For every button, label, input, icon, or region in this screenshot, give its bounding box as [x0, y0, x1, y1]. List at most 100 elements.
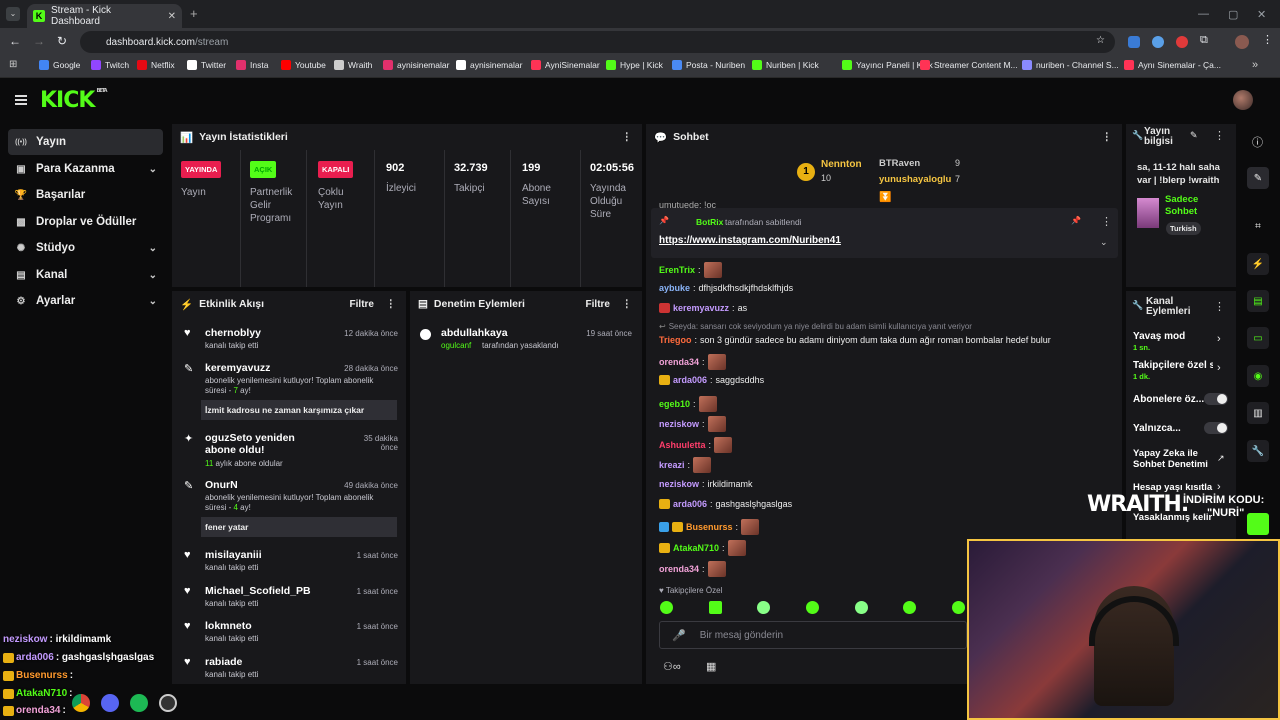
chat-input[interactable]: 🎤 Bir mesaj gönderin [659, 621, 967, 649]
category-name[interactable]: Sadece Sohbet [1165, 194, 1199, 217]
expand-chevron-icon[interactable]: ⌄ [1100, 237, 1108, 247]
reload-icon[interactable]: ↻ [57, 34, 68, 48]
apps-grid-icon[interactable]: ⊞ [9, 59, 18, 70]
microphone-icon[interactable]: 🎤 [672, 629, 686, 642]
stream-info-menu-icon[interactable]: ⋮ [1214, 130, 1225, 142]
sidebar-item[interactable]: ✺ Stüdyo ⌄ [8, 235, 163, 261]
extension-icon[interactable] [1128, 36, 1140, 48]
activity-username[interactable]: lokmneto [205, 620, 252, 632]
bookmark-item[interactable]: Netflix [137, 60, 175, 70]
users-icon[interactable]: ⚇∞ [663, 661, 681, 673]
tab-list-button[interactable]: ⌄ [6, 7, 20, 21]
bookmark-item[interactable]: AyniSinemalar [531, 60, 600, 70]
sidebar-item[interactable]: ⚙ Ayarlar ⌄ [8, 288, 163, 314]
chat-username[interactable]: egeb10 [659, 399, 691, 409]
sidebar-item[interactable]: ▩ Droplar ve Ödüller [8, 209, 163, 235]
sidebar-item[interactable]: ▤ Kanal ⌄ [8, 262, 163, 288]
chat-username[interactable]: Ashuuletta [659, 440, 706, 450]
edit-icon[interactable]: ✎ [1247, 167, 1269, 189]
bookmark-item[interactable]: Wraith [334, 60, 372, 70]
new-tab-button[interactable]: + [190, 6, 198, 21]
chevron-down-icon[interactable]: ⌄ [148, 269, 157, 281]
chat-username[interactable]: arda006 [673, 499, 708, 509]
emote-icon[interactable] [757, 601, 771, 614]
chat-username[interactable]: keremyavuzz [673, 303, 730, 313]
chevron-down-icon[interactable]: ⌄ [148, 242, 157, 254]
moderation-menu-icon[interactable]: ⋮ [621, 298, 633, 310]
chat-tool-icon[interactable]: ▭ [1247, 327, 1269, 349]
chat-menu-icon[interactable]: ⋮ [1101, 131, 1113, 143]
lightning-tool-icon[interactable]: ⚡ [1247, 253, 1269, 275]
bookmark-item[interactable]: Hype | Kick [606, 60, 663, 70]
account-age-label[interactable]: Hesap yaşı kısıtla [1133, 482, 1213, 493]
bookmark-item[interactable]: Twitter [187, 60, 226, 70]
bookmark-item[interactable]: Posta - Nuriben [672, 60, 745, 70]
chevron-down-icon[interactable]: ⌄ [148, 295, 157, 307]
profile-avatar[interactable] [1235, 35, 1249, 49]
chat-username[interactable]: neziskow [659, 419, 700, 429]
chat-username[interactable]: neziskow [659, 479, 700, 489]
bookmark-star-icon[interactable]: ☆ [1096, 35, 1105, 46]
pinned-link[interactable]: https://www.instagram.com/Nuriben41 [659, 235, 841, 246]
activity-username[interactable]: Michael_Scofield_PB [205, 585, 311, 597]
hamburger-menu-icon[interactable] [15, 95, 27, 105]
emote-icon[interactable] [708, 601, 722, 614]
green-corner-icon[interactable] [1247, 513, 1269, 535]
bookmark-item[interactable]: Youtube [281, 60, 326, 70]
edit-pencil-icon[interactable]: ✎ [1190, 130, 1198, 140]
clipboard-icon[interactable]: ▤ [1247, 290, 1269, 312]
chat-username[interactable]: aybuke [659, 283, 691, 293]
bookmark-item[interactable]: Aynı Sinemalar - Ça... [1124, 60, 1221, 70]
emote-icon[interactable] [903, 601, 917, 614]
activity-username[interactable]: misilayaniii [205, 549, 262, 561]
chat-username[interactable]: orenda34 [659, 357, 700, 367]
activity-username[interactable]: rabiade [205, 656, 243, 668]
sidebar-item[interactable]: ▣ Para Kazanma ⌄ [8, 156, 163, 182]
activity-username[interactable]: OnurN [205, 479, 238, 491]
activity-username[interactable]: keremyavuzz [205, 362, 271, 374]
external-link-icon[interactable]: ↗ [1217, 453, 1225, 463]
bookmark-item[interactable]: aynisinemalar [456, 60, 522, 70]
followers-mode-label[interactable]: Takipçilere özel s [1133, 360, 1213, 371]
chat-username[interactable]: orenda34 [659, 564, 700, 574]
more-bookmarks-icon[interactable]: » [1252, 59, 1259, 71]
slow-mode-label[interactable]: Yavaş mod [1133, 331, 1186, 342]
chrome-icon[interactable] [72, 694, 90, 712]
close-window-icon[interactable]: ✕ [1257, 9, 1267, 21]
discord-icon[interactable] [101, 694, 119, 712]
chevron-down-icon[interactable]: ⌄ [148, 163, 157, 175]
emote-only-toggle[interactable] [1204, 422, 1228, 434]
bookmark-item[interactable]: Nuriben | Kick [752, 60, 819, 70]
channel-actions-menu-icon[interactable]: ⋮ [1214, 301, 1225, 313]
stats-menu-icon[interactable]: ⋮ [621, 131, 633, 143]
activity-filter-button[interactable]: Filtre [349, 298, 374, 310]
crop-icon[interactable]: ⌗ [1255, 220, 1261, 232]
bookmark-item[interactable]: Insta [236, 60, 268, 70]
chat-username[interactable]: AtakaN710 [673, 543, 720, 553]
broadcast-tool-icon[interactable]: ◉ [1247, 365, 1269, 387]
subs-only-toggle[interactable] [1204, 393, 1228, 405]
minimize-icon[interactable]: — [1198, 8, 1209, 20]
url-input[interactable]: dashboard.kick.com/stream ☆ [80, 31, 1115, 53]
ai-moderation-label[interactable]: Yapay Zeka ile Sohbet Denetimi [1133, 448, 1208, 470]
sidebar-item[interactable]: 🏆 Başarılar [8, 182, 163, 208]
chat-username[interactable]: Busenurss [686, 522, 733, 532]
bookmark-item[interactable]: Yayıncı Paneli | Kick [842, 60, 933, 70]
layout-icon[interactable]: ▥ [1247, 402, 1269, 424]
account-age-chevron-icon[interactable]: › [1217, 481, 1221, 493]
info-circle-icon[interactable]: ⓘ [1252, 137, 1263, 149]
sidebar-item[interactable]: ((•)) Yayın [8, 129, 163, 155]
chat-username[interactable]: ErenTrix [659, 265, 696, 275]
obs-icon[interactable] [159, 694, 177, 712]
browser-tab[interactable]: K Stream - Kick Dashboard ✕ [27, 4, 182, 28]
bookmark-item[interactable]: nuriben - Channel S... [1022, 60, 1119, 70]
emote-icon[interactable] [805, 601, 819, 614]
extension-icon[interactable] [1152, 36, 1164, 48]
chat-username[interactable]: arda006 [673, 375, 708, 385]
close-tab-icon[interactable]: ✕ [167, 10, 176, 22]
activity-username[interactable]: chernoblyy [205, 327, 262, 339]
bookmark-item[interactable]: Twitch [91, 60, 129, 70]
banned-words-label[interactable]: Yasaklanmış kelir [1133, 512, 1213, 523]
emote-icon[interactable] [854, 601, 868, 614]
menu-kebab-icon[interactable]: ⋮ [1262, 34, 1273, 46]
